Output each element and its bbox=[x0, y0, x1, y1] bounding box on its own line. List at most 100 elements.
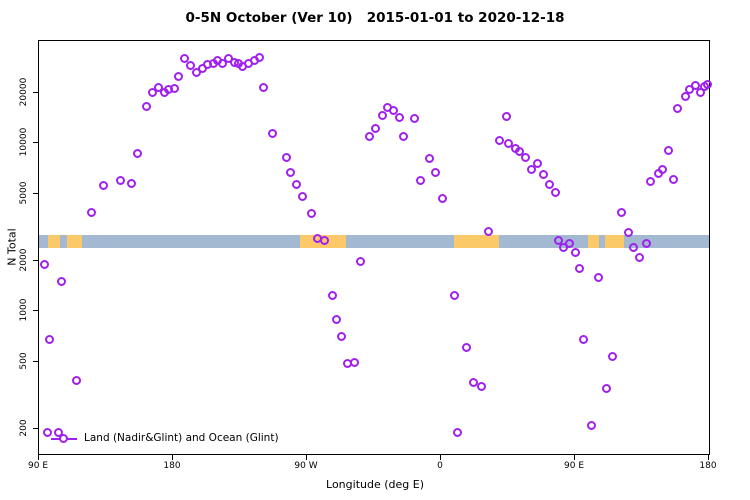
x-tick-label: 90 E bbox=[564, 461, 584, 471]
y-tick-label: 2000 bbox=[19, 248, 29, 272]
data-point bbox=[641, 238, 651, 248]
data-point bbox=[628, 243, 638, 253]
data-point bbox=[327, 290, 337, 300]
y-tick bbox=[33, 427, 38, 429]
data-point bbox=[452, 428, 462, 438]
x-tick bbox=[172, 455, 173, 460]
land-segment bbox=[454, 235, 500, 249]
data-point bbox=[281, 153, 291, 163]
y-tick-label: 1000 bbox=[19, 299, 29, 322]
y-tick bbox=[33, 192, 38, 194]
data-point bbox=[545, 179, 555, 189]
data-point bbox=[399, 131, 409, 141]
data-point bbox=[521, 153, 531, 163]
data-point bbox=[268, 128, 278, 138]
data-point bbox=[437, 193, 447, 203]
data-point bbox=[292, 179, 302, 189]
data-point bbox=[527, 164, 537, 174]
x-tick bbox=[708, 455, 709, 460]
data-point bbox=[646, 177, 656, 187]
data-point bbox=[664, 145, 674, 155]
x-tick bbox=[38, 455, 39, 460]
data-point bbox=[365, 131, 375, 141]
data-point bbox=[586, 420, 596, 430]
data-point bbox=[71, 375, 81, 385]
land-segment bbox=[47, 235, 60, 249]
data-point bbox=[286, 168, 296, 178]
data-point bbox=[503, 138, 513, 148]
data-point bbox=[680, 91, 690, 101]
data-point bbox=[668, 174, 678, 184]
y-tick bbox=[33, 310, 38, 312]
legend-label: Land (Nadir&Glint) and Ocean (Glint) bbox=[84, 432, 279, 444]
data-point bbox=[579, 335, 589, 345]
land-segment bbox=[67, 235, 83, 249]
data-point bbox=[98, 181, 108, 191]
y-axis-title: N Total bbox=[5, 228, 19, 266]
data-point bbox=[44, 335, 54, 345]
x-axis-title: Longitude (deg E) bbox=[326, 478, 424, 491]
data-point bbox=[484, 226, 494, 236]
data-point bbox=[306, 209, 316, 219]
data-point bbox=[332, 314, 342, 324]
data-point bbox=[554, 235, 564, 245]
data-point bbox=[461, 343, 471, 353]
x-tick-label: 90 E bbox=[28, 461, 48, 471]
y-tick-label: 500 bbox=[19, 352, 29, 370]
x-tick bbox=[574, 455, 575, 460]
data-point bbox=[703, 80, 712, 90]
data-point bbox=[551, 187, 561, 197]
y-tick-label: 200 bbox=[19, 419, 29, 437]
data-point bbox=[153, 82, 163, 92]
x-tick-label: 90 W bbox=[294, 461, 318, 471]
data-point bbox=[298, 192, 308, 202]
data-point bbox=[147, 88, 157, 98]
data-point bbox=[86, 207, 96, 217]
plot-area: Land (Nadir&Glint) and Ocean (Glint) bbox=[38, 40, 712, 455]
x-tick-label: 0 bbox=[437, 461, 443, 471]
data-point bbox=[415, 176, 425, 186]
y-tick bbox=[33, 259, 38, 261]
y-tick-label: 20000 bbox=[19, 77, 29, 107]
y-tick-label: 10000 bbox=[19, 127, 29, 157]
ocean-band bbox=[39, 235, 709, 249]
x-tick-label: 180 bbox=[163, 461, 181, 471]
y-tick bbox=[33, 91, 38, 93]
data-point bbox=[132, 148, 142, 158]
data-point bbox=[574, 264, 584, 274]
data-point bbox=[515, 146, 525, 156]
data-point bbox=[409, 114, 419, 124]
data-point bbox=[658, 164, 668, 174]
data-point bbox=[40, 260, 50, 270]
data-point bbox=[564, 238, 574, 248]
data-point bbox=[259, 83, 269, 93]
data-point bbox=[394, 113, 404, 123]
data-point bbox=[430, 168, 440, 178]
land-segment bbox=[604, 235, 625, 249]
data-point bbox=[634, 252, 644, 262]
data-point bbox=[476, 381, 486, 391]
chart-title: 0-5N October (Ver 10) 2015-01-01 to 2020… bbox=[185, 10, 565, 26]
data-point bbox=[370, 124, 380, 134]
data-point bbox=[539, 170, 549, 180]
data-point bbox=[169, 83, 179, 93]
data-point bbox=[141, 102, 151, 112]
data-point bbox=[673, 104, 683, 114]
data-point bbox=[350, 357, 360, 367]
legend: Land (Nadir&Glint) and Ocean (Glint) bbox=[51, 432, 279, 444]
data-point bbox=[449, 290, 459, 300]
x-tick bbox=[440, 455, 441, 460]
legend-marker-icon bbox=[51, 433, 77, 443]
data-point bbox=[601, 383, 611, 393]
data-point bbox=[320, 235, 330, 245]
data-point bbox=[180, 53, 190, 63]
data-point bbox=[502, 111, 511, 121]
data-point bbox=[570, 247, 580, 257]
data-point bbox=[254, 53, 264, 63]
x-tick-label: 180 bbox=[699, 461, 717, 471]
y-tick bbox=[33, 142, 38, 144]
data-point bbox=[424, 154, 434, 164]
land-segment bbox=[588, 235, 599, 249]
data-point bbox=[116, 176, 126, 186]
